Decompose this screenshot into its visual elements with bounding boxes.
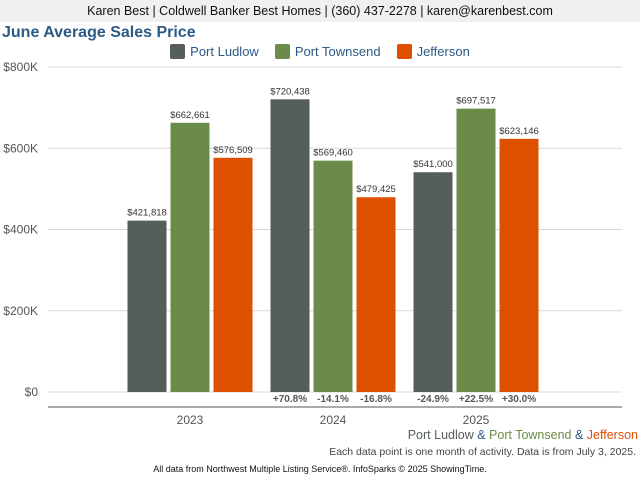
legend-label-port-townsend: Port Townsend [294,44,381,59]
y-tick-label: $400K [3,223,38,237]
legend-swatch-port-townsend [274,44,290,59]
change-label: +30.0% [502,394,536,405]
data-label: $569,460 [313,148,353,159]
change-label: -16.8% [360,394,392,405]
legend-item-port-ludlow[interactable]: Port Ludlow [170,44,259,59]
bar [213,157,253,392]
change-label: +70.8% [273,394,307,405]
x-tick-label: 2023 [177,413,204,427]
chart-legend: Port Ludlow Port Townsend Jefferson [0,44,640,59]
footer-legend-port-ludlow: Port Ludlow [407,428,474,442]
footer-legend-sep-2: & [571,428,587,442]
bar-chart: $0 $200K $400K $600K $800K $421,818 $662,661 $5… [3,60,622,427]
data-label: $623,146 [499,126,539,137]
bar [456,108,496,392]
legend-label-jefferson: Jefferson [416,44,470,59]
footer-source: All data from Northwest Multiple Listing… [153,464,487,474]
bar [170,122,210,392]
y-tick-label: $600K [3,141,38,155]
y-tick-label: $200K [3,304,38,318]
bar [413,172,453,392]
change-label: -14.1% [317,394,349,405]
bar [499,138,539,392]
data-label: $541,000 [413,159,453,170]
x-tick-label: 2024 [320,413,347,427]
legend-swatch-jefferson [396,44,412,59]
footer-legend-jefferson: Jefferson [586,428,638,442]
legend-swatch-port-ludlow [170,44,186,59]
header-contact-banner: Karen Best | Coldwell Banker Best Homes … [0,0,640,22]
legend-label-port-ludlow: Port Ludlow [190,44,259,59]
legend-item-jefferson[interactable]: Jefferson [396,44,470,59]
data-label: $479,425 [356,184,396,195]
bar [356,197,396,392]
data-label: $697,517 [456,96,496,107]
footer-legend: Port Ludlow & Port Townsend & Jefferson [408,428,638,442]
data-label: $576,509 [213,145,253,156]
data-label: $720,438 [270,86,310,97]
footer-legend-port-townsend: Port Townsend [489,428,572,442]
change-label: +22.5% [459,394,493,405]
y-tick-label: $0 [25,385,39,399]
bar [270,99,310,393]
footer-note: Each data point is one month of activity… [329,446,636,458]
y-tick-label: $800K [3,60,38,74]
change-label: -24.9% [417,394,449,405]
data-label: $421,818 [127,208,167,219]
bar [313,160,353,392]
x-tick-label: 2025 [463,413,490,427]
bar [127,220,167,392]
footer-legend-sep-1: & [473,428,490,442]
data-label: $662,661 [170,110,210,121]
chart-title: June Average Sales Price [2,24,196,41]
legend-item-port-townsend[interactable]: Port Townsend [274,44,381,59]
